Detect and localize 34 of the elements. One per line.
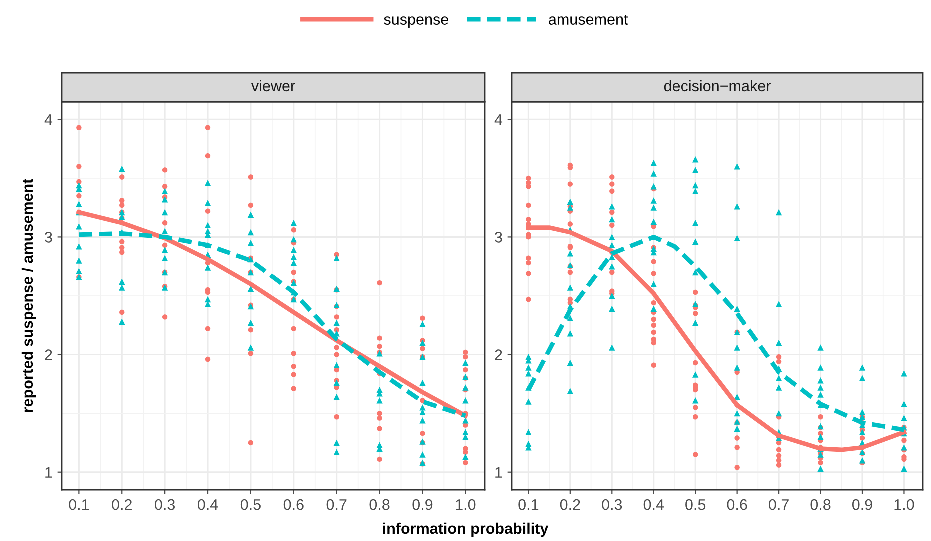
x-tick-label: 0.8	[810, 499, 831, 510]
x-tick-label: 0.7	[326, 499, 347, 510]
x-tick-label: 0.6	[727, 499, 748, 510]
x-tick-label: 0.3	[155, 499, 176, 510]
y-tick-label: 1	[46, 467, 52, 478]
x-tick-label: 0.4	[644, 499, 664, 510]
x-axis-title: information probability	[383, 522, 549, 538]
x-tick-label: 0.4	[198, 499, 218, 510]
x-tick-label: 0.2	[560, 499, 580, 510]
x-tick-label: 0.8	[370, 499, 390, 510]
y-tick-label: 2	[45, 350, 52, 360]
x-tick-label: 0.5	[686, 499, 706, 510]
x-tick-label: 1.0	[456, 499, 476, 510]
legend-label: amusement	[549, 14, 628, 25]
x-tick-label: 0.9	[852, 499, 872, 510]
legend-label: suspense	[384, 16, 448, 28]
chart-title: decision−maker	[664, 80, 771, 92]
y-tick-label: 2	[495, 350, 502, 360]
x-tick-label: 0.3	[602, 499, 622, 510]
x-tick-label: 0.5	[240, 499, 261, 510]
x-tick-label: 0.7	[769, 499, 789, 510]
x-tick-label: 0.9	[412, 499, 433, 510]
x-tick-label: 0.1	[69, 499, 90, 510]
y-tick-label: 4	[494, 114, 503, 126]
x-tick-label: 0.6	[284, 499, 304, 510]
x-tick-label: 0.1	[518, 499, 539, 510]
y-tick-label: 3	[45, 232, 52, 243]
y-tick-label: 1	[496, 467, 502, 478]
chart-title: viewer	[251, 80, 296, 92]
y-tick-label: 3	[495, 232, 502, 243]
x-tick-label: 1.0	[894, 499, 914, 510]
x-tick-label: 0.2	[112, 499, 132, 510]
y-tick-label: 4	[44, 114, 53, 126]
y-axis-title: reported suspense / amusement	[22, 179, 36, 412]
